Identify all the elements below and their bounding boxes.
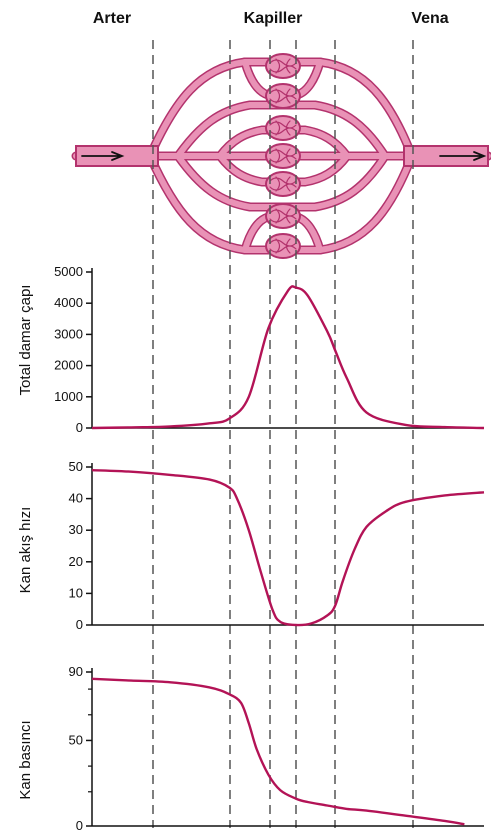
y-tick-label: 5000 — [54, 264, 83, 279]
ylabel-blood-pressure: Kan basıncı — [17, 720, 34, 799]
outflow-arrow-icon — [439, 151, 487, 161]
y-tick-label: 0 — [76, 818, 83, 833]
series-blood-pressure-line — [91, 677, 465, 826]
chart-total-diameter: 0 1000 2000 3000 4000 5000 Total damar çapı — [17, 264, 485, 435]
ylabel-blood-flow-velocity: Kan akış hızı — [17, 507, 34, 594]
capillary-bed — [265, 171, 301, 197]
y-tick-label: 0 — [76, 420, 83, 435]
chart-blood-flow-velocity: 0 10 20 30 40 50 Kan akış hızı — [17, 459, 485, 632]
y-tick-label: 50 — [69, 732, 83, 747]
vessel-network-diagram — [71, 53, 491, 259]
y-tick-label: 0 — [76, 617, 83, 632]
y-tick-label: 40 — [69, 491, 83, 506]
capillary-bed — [265, 143, 301, 169]
ylabel-total-diameter: Total damar çapı — [17, 285, 34, 396]
header-arter: Arter — [93, 10, 131, 27]
capillary-bed — [265, 115, 301, 141]
y-tick-label: 10 — [69, 585, 83, 600]
capillary-bed — [265, 83, 301, 109]
y-tick-label: 90 — [69, 664, 83, 679]
y-tick-label: 1000 — [54, 389, 83, 404]
y-tick-label: 30 — [69, 522, 83, 537]
y-tick-label: 2000 — [54, 358, 83, 373]
vertical-guide-lines — [152, 40, 414, 828]
series-blood-flow-velocity-line — [91, 469, 485, 627]
y-tick-label: 3000 — [54, 326, 83, 341]
capillary-bed — [265, 53, 301, 79]
chart-blood-pressure: 0 50 90 Kan basıncı — [17, 664, 484, 833]
y-tick-label: 50 — [69, 459, 83, 474]
capillary-bed — [265, 203, 301, 229]
series-total-diameter-line — [91, 285, 485, 430]
header-vena: Vena — [411, 10, 448, 27]
header-kapiller: Kapiller — [244, 10, 303, 27]
inflow-arrow-icon — [81, 151, 125, 161]
y-tick-label: 4000 — [54, 295, 83, 310]
y-tick-label: 20 — [69, 554, 83, 569]
capillary-bed — [265, 233, 301, 259]
